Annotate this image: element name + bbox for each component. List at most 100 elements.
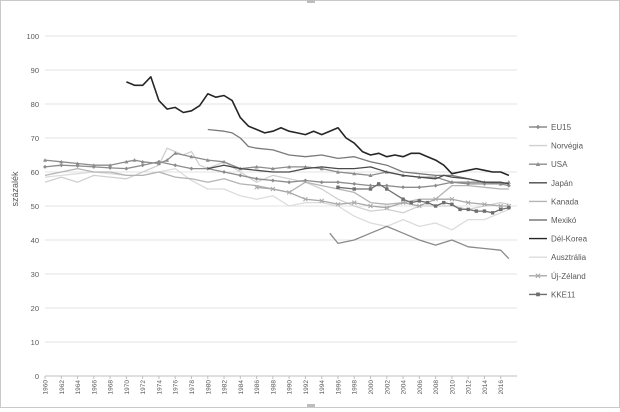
- legend-item: Japán: [529, 179, 573, 188]
- x-tick-label: 1964: [75, 380, 82, 395]
- x-tick-label: 1974: [156, 380, 163, 395]
- data-point: [490, 211, 495, 215]
- data-point: [499, 207, 503, 212]
- frame-handle-top[interactable]: [307, 0, 315, 3]
- y-tick-label: 100: [26, 32, 39, 41]
- data-point: [173, 163, 178, 168]
- legend: EU15 Norvégia USA Japán Kanada Mexikó Dél-Kore…: [529, 123, 588, 299]
- data-point: [385, 187, 389, 191]
- data-point: [165, 158, 170, 162]
- legend-label: Kanada: [551, 197, 579, 206]
- data-point: [189, 166, 194, 171]
- data-point: [536, 292, 540, 297]
- series-line: [44, 161, 510, 188]
- data-point: [442, 200, 446, 205]
- data-point: [205, 166, 210, 171]
- series-lines: [43, 76, 512, 260]
- data-point: [474, 209, 479, 213]
- x-tick-label: 1972: [140, 380, 147, 395]
- data-point: [450, 202, 454, 206]
- data-point: [433, 196, 438, 202]
- series-line: [44, 152, 510, 185]
- data-point: [352, 187, 356, 191]
- data-point: [507, 206, 511, 210]
- data-point: [368, 183, 373, 188]
- data-point: [466, 180, 471, 184]
- x-tick-label: 1980: [205, 380, 212, 395]
- x-tick-label: 1970: [124, 380, 131, 395]
- data-point: [75, 161, 80, 166]
- y-tick-label: 80: [31, 100, 39, 109]
- data-point: [465, 200, 471, 205]
- legend-item: USA: [529, 160, 568, 169]
- data-point: [482, 201, 487, 207]
- data-point: [335, 180, 340, 185]
- x-tick-label: 2008: [433, 380, 440, 395]
- data-point: [433, 204, 438, 208]
- x-tick-label: 1984: [238, 380, 245, 395]
- data-point: [433, 183, 438, 188]
- data-point: [417, 199, 422, 203]
- data-point: [506, 183, 511, 188]
- data-point: [222, 159, 227, 164]
- legend-item: EU15: [529, 123, 572, 132]
- data-point: [458, 207, 462, 212]
- data-point: [238, 173, 243, 178]
- y-axis-label: százalék: [10, 171, 20, 207]
- legend-item: Mexikó: [529, 216, 577, 225]
- y-tick-label: 20: [31, 304, 39, 313]
- y-tick-label: 40: [31, 236, 39, 245]
- series-0: [43, 159, 511, 190]
- legend-label: Új-Zéland: [551, 272, 586, 281]
- data-point: [535, 162, 541, 166]
- data-point: [124, 166, 129, 171]
- data-point: [43, 158, 47, 162]
- data-point: [254, 164, 259, 169]
- x-tick-label: 1966: [91, 380, 98, 395]
- data-point: [449, 180, 454, 184]
- data-point: [368, 203, 373, 209]
- data-point: [482, 209, 487, 213]
- series-8: [254, 184, 512, 211]
- y-tick-label: 60: [31, 168, 39, 177]
- y-axis-ticks: 0 10 20 30 40 50 60 70 80 90 100: [26, 32, 39, 381]
- x-tick-label: 1998: [352, 380, 359, 395]
- x-tick-label: 1988: [270, 380, 277, 395]
- legend-label: Mexikó: [551, 216, 577, 225]
- frame-handle-bottom[interactable]: [307, 404, 315, 407]
- data-point: [205, 158, 210, 162]
- data-point: [222, 170, 227, 174]
- data-point: [270, 186, 276, 192]
- data-point: [108, 163, 113, 167]
- data-point: [352, 171, 357, 176]
- y-tick-label: 90: [31, 66, 39, 75]
- data-point: [91, 163, 96, 167]
- data-point: [368, 173, 373, 177]
- series-line: [329, 225, 510, 260]
- x-tick-label: 2012: [466, 380, 473, 395]
- data-point: [173, 151, 178, 155]
- data-point: [376, 182, 381, 186]
- data-point: [140, 159, 145, 164]
- data-point: [254, 184, 259, 190]
- data-point: [270, 166, 275, 171]
- series-6: [126, 76, 510, 177]
- gridlines: [45, 35, 517, 377]
- legend-label: Dél-Korea: [551, 235, 588, 244]
- x-tick-label: 1996: [335, 380, 342, 395]
- x-tick-label: 2010: [449, 380, 456, 395]
- data-point: [416, 203, 422, 209]
- data-point: [351, 200, 357, 205]
- data-point: [498, 181, 503, 186]
- data-point: [319, 180, 324, 185]
- data-point: [59, 163, 64, 168]
- data-point: [287, 180, 292, 185]
- x-tick-label: 1994: [319, 380, 326, 395]
- series-5: [207, 128, 510, 185]
- y-tick-label: 70: [31, 134, 39, 143]
- data-point: [535, 124, 541, 130]
- data-point: [254, 176, 259, 181]
- data-point: [132, 158, 137, 162]
- data-point: [124, 159, 129, 164]
- data-point: [303, 196, 308, 202]
